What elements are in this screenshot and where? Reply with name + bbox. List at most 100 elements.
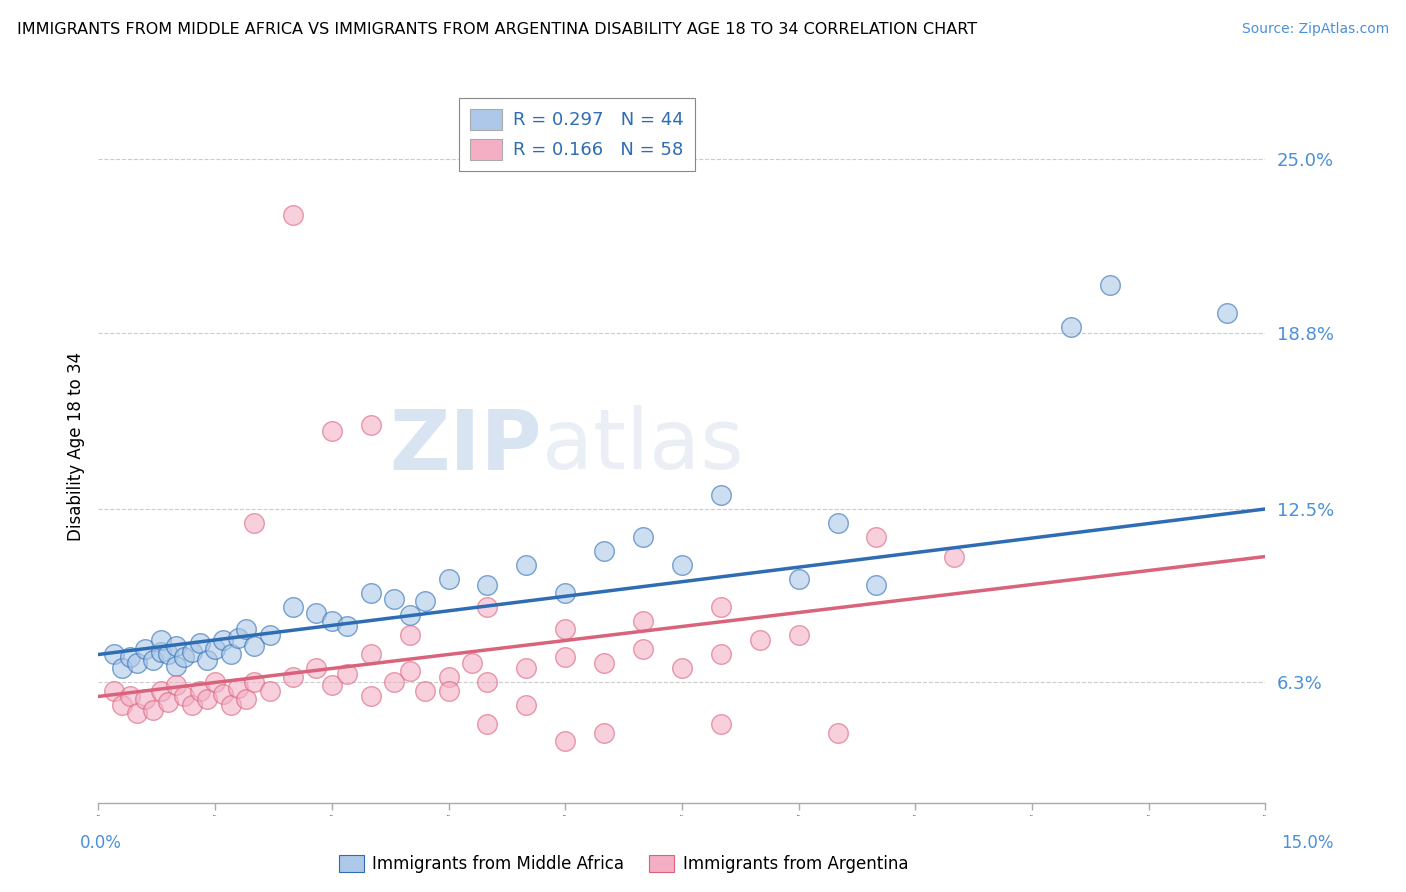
Point xyxy=(865,530,887,544)
Point xyxy=(398,665,420,679)
Point xyxy=(413,594,436,608)
Point xyxy=(281,670,304,684)
Point xyxy=(461,656,484,670)
Point xyxy=(228,631,250,645)
Point xyxy=(243,639,266,653)
Point xyxy=(212,633,235,648)
Point xyxy=(748,633,770,648)
Point xyxy=(188,684,211,698)
Point xyxy=(787,572,810,586)
Point xyxy=(321,424,343,438)
Point xyxy=(515,698,537,712)
Point xyxy=(157,648,180,662)
Point xyxy=(787,628,810,642)
Point xyxy=(631,614,654,628)
Point xyxy=(111,661,134,675)
Point xyxy=(865,577,887,591)
Point xyxy=(437,684,460,698)
Point xyxy=(321,678,343,692)
Point xyxy=(671,558,693,572)
Point xyxy=(360,648,382,662)
Point xyxy=(235,692,257,706)
Point xyxy=(554,622,576,636)
Point xyxy=(259,628,281,642)
Point xyxy=(149,633,172,648)
Point xyxy=(710,648,733,662)
Point xyxy=(554,650,576,665)
Point xyxy=(360,690,382,704)
Point xyxy=(360,417,382,432)
Point xyxy=(149,645,172,659)
Point xyxy=(142,703,165,717)
Point xyxy=(382,591,405,606)
Text: 15.0%: 15.0% xyxy=(1281,834,1334,852)
Point xyxy=(437,670,460,684)
Point xyxy=(631,641,654,656)
Point xyxy=(398,608,420,623)
Point xyxy=(477,717,499,731)
Point xyxy=(1060,320,1083,334)
Point xyxy=(134,692,156,706)
Point xyxy=(336,667,359,681)
Point xyxy=(228,681,250,695)
Point xyxy=(165,658,187,673)
Point xyxy=(437,572,460,586)
Point xyxy=(477,577,499,591)
Point xyxy=(195,692,218,706)
Point xyxy=(1098,278,1121,293)
Point xyxy=(243,675,266,690)
Point xyxy=(827,516,849,530)
Point xyxy=(165,678,187,692)
Point xyxy=(103,648,125,662)
Point xyxy=(259,684,281,698)
Point xyxy=(305,606,328,620)
Point xyxy=(142,653,165,667)
Point xyxy=(127,706,149,721)
Point xyxy=(477,599,499,614)
Point xyxy=(204,675,226,690)
Point xyxy=(305,661,328,675)
Point xyxy=(111,698,134,712)
Point xyxy=(827,726,849,740)
Point xyxy=(360,586,382,600)
Point xyxy=(554,734,576,748)
Point xyxy=(554,586,576,600)
Point xyxy=(235,622,257,636)
Y-axis label: Disability Age 18 to 34: Disability Age 18 to 34 xyxy=(66,351,84,541)
Point xyxy=(515,558,537,572)
Point xyxy=(593,726,616,740)
Legend: R = 0.297   N = 44, R = 0.166   N = 58: R = 0.297 N = 44, R = 0.166 N = 58 xyxy=(458,98,695,170)
Point xyxy=(710,717,733,731)
Point xyxy=(219,698,242,712)
Point xyxy=(281,599,304,614)
Point xyxy=(1215,306,1237,320)
Text: ZIP: ZIP xyxy=(389,406,541,486)
Point xyxy=(515,661,537,675)
Point xyxy=(593,656,616,670)
Text: 0.0%: 0.0% xyxy=(80,834,122,852)
Point xyxy=(173,650,195,665)
Point xyxy=(195,653,218,667)
Point xyxy=(413,684,436,698)
Point xyxy=(157,695,180,709)
Text: Source: ZipAtlas.com: Source: ZipAtlas.com xyxy=(1241,22,1389,37)
Point xyxy=(398,628,420,642)
Point xyxy=(180,645,202,659)
Point xyxy=(212,687,235,701)
Point xyxy=(165,639,187,653)
Point xyxy=(134,641,156,656)
Point xyxy=(118,690,141,704)
Point xyxy=(593,544,616,558)
Point xyxy=(149,684,172,698)
Point xyxy=(281,208,304,222)
Point xyxy=(710,488,733,502)
Point xyxy=(188,636,211,650)
Point xyxy=(943,549,966,564)
Text: atlas: atlas xyxy=(541,406,744,486)
Point xyxy=(180,698,202,712)
Point xyxy=(710,599,733,614)
Point xyxy=(219,648,242,662)
Point xyxy=(382,675,405,690)
Point xyxy=(477,675,499,690)
Point xyxy=(321,614,343,628)
